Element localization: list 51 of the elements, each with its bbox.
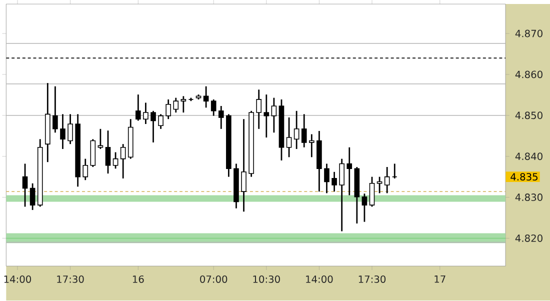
candlestick [210,98,216,117]
candlestick [286,116,292,158]
candlestick [332,171,337,192]
candlestick [346,146,352,196]
y-tick-label: 4.870 [515,30,542,38]
y-tick-label: 4.820 [515,234,542,242]
candlestick [105,130,111,174]
candlestick [339,158,344,232]
candlestick [82,158,88,181]
candlestick [218,105,224,130]
x-tick-label: 14:00 [306,276,333,284]
candlestick [271,97,277,134]
candlestick [173,97,179,114]
candlestick [143,102,148,125]
candlestick [166,98,171,120]
candlestick [264,94,270,138]
candlestick [158,114,164,130]
candlestick [301,114,307,148]
candlestick [112,152,118,170]
x-tick-label: 07:00 [200,276,228,284]
candlestick [294,110,300,150]
candlestick [324,163,330,194]
candlestick [30,182,36,211]
candlestick [203,86,209,108]
candlestick [392,163,398,180]
candlestick [150,110,156,144]
annotation: 4.835 [510,173,538,181]
x-tick-label: 16 [132,276,144,284]
x-tick-label: 10:30 [253,276,280,284]
y-tick-label: 4.850 [515,112,542,120]
candlestick [256,89,262,130]
candlestick [384,166,390,194]
y-tick-label: 4.830 [515,194,542,202]
candlestick [241,118,246,212]
candlestick [180,96,186,114]
x-tick-label: 17 [434,276,446,283]
candlestick [362,193,368,223]
candlestick [120,144,126,180]
y-tick-label: 4.840 [515,152,542,160]
candlestick [136,94,141,122]
candlestick [68,114,73,145]
candlestick [52,86,58,134]
y-tick-label: 4.860 [515,70,542,78]
x-tick-label: 14:00 [4,276,32,284]
candlestick [309,134,314,158]
candlestick [376,176,382,194]
candlestick [369,176,375,208]
candlestick [60,114,66,150]
x-tick-label: 17:30 [358,276,386,284]
candlestick [22,163,28,208]
x-tick-label: 17:30 [57,276,84,284]
